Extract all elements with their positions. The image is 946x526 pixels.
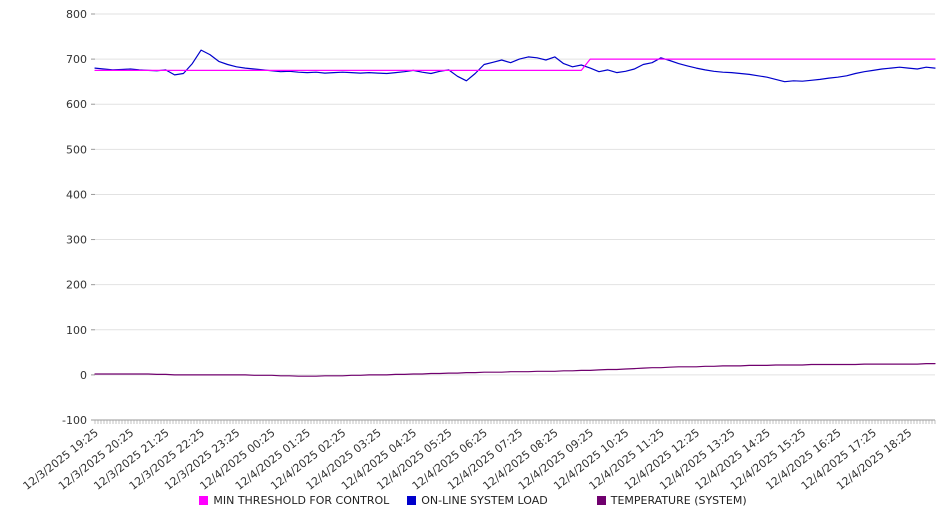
chart-legend: MIN THRESHOLD FOR CONTROL ON-LINE SYSTEM…	[0, 494, 946, 507]
legend-label-temperature-system: TEMPERATURE (SYSTEM)	[610, 494, 747, 507]
y-tick-label: 600	[66, 98, 87, 111]
y-tick-label: -100	[62, 414, 87, 427]
legend-label-online-system-load: ON-LINE SYSTEM LOAD	[421, 494, 548, 507]
series-line-1	[94, 49, 936, 83]
y-tick-label: 100	[66, 324, 87, 337]
y-tick-label: 400	[66, 188, 87, 201]
legend-swatch-temperature-system-icon	[596, 496, 606, 505]
y-tick-label: 200	[66, 279, 87, 292]
legend-item-online-system-load: ON-LINE SYSTEM LOAD	[407, 494, 548, 507]
series-line-0	[94, 58, 936, 72]
series-line-2	[94, 363, 936, 377]
y-tick-label: 300	[66, 234, 87, 247]
legend-item-min-threshold: MIN THRESHOLD FOR CONTROL	[199, 494, 389, 507]
legend-swatch-online-system-load-icon	[407, 496, 417, 505]
y-tick-label: 800	[66, 8, 87, 21]
legend-item-temperature-system: TEMPERATURE (SYSTEM)	[596, 494, 747, 507]
legend-label-min-threshold: MIN THRESHOLD FOR CONTROL	[213, 494, 390, 507]
y-tick-label: 0	[80, 369, 87, 382]
y-tick-label: 500	[66, 143, 87, 156]
legend-swatch-min-threshold-icon	[199, 496, 209, 505]
y-tick-label: 700	[66, 53, 87, 66]
